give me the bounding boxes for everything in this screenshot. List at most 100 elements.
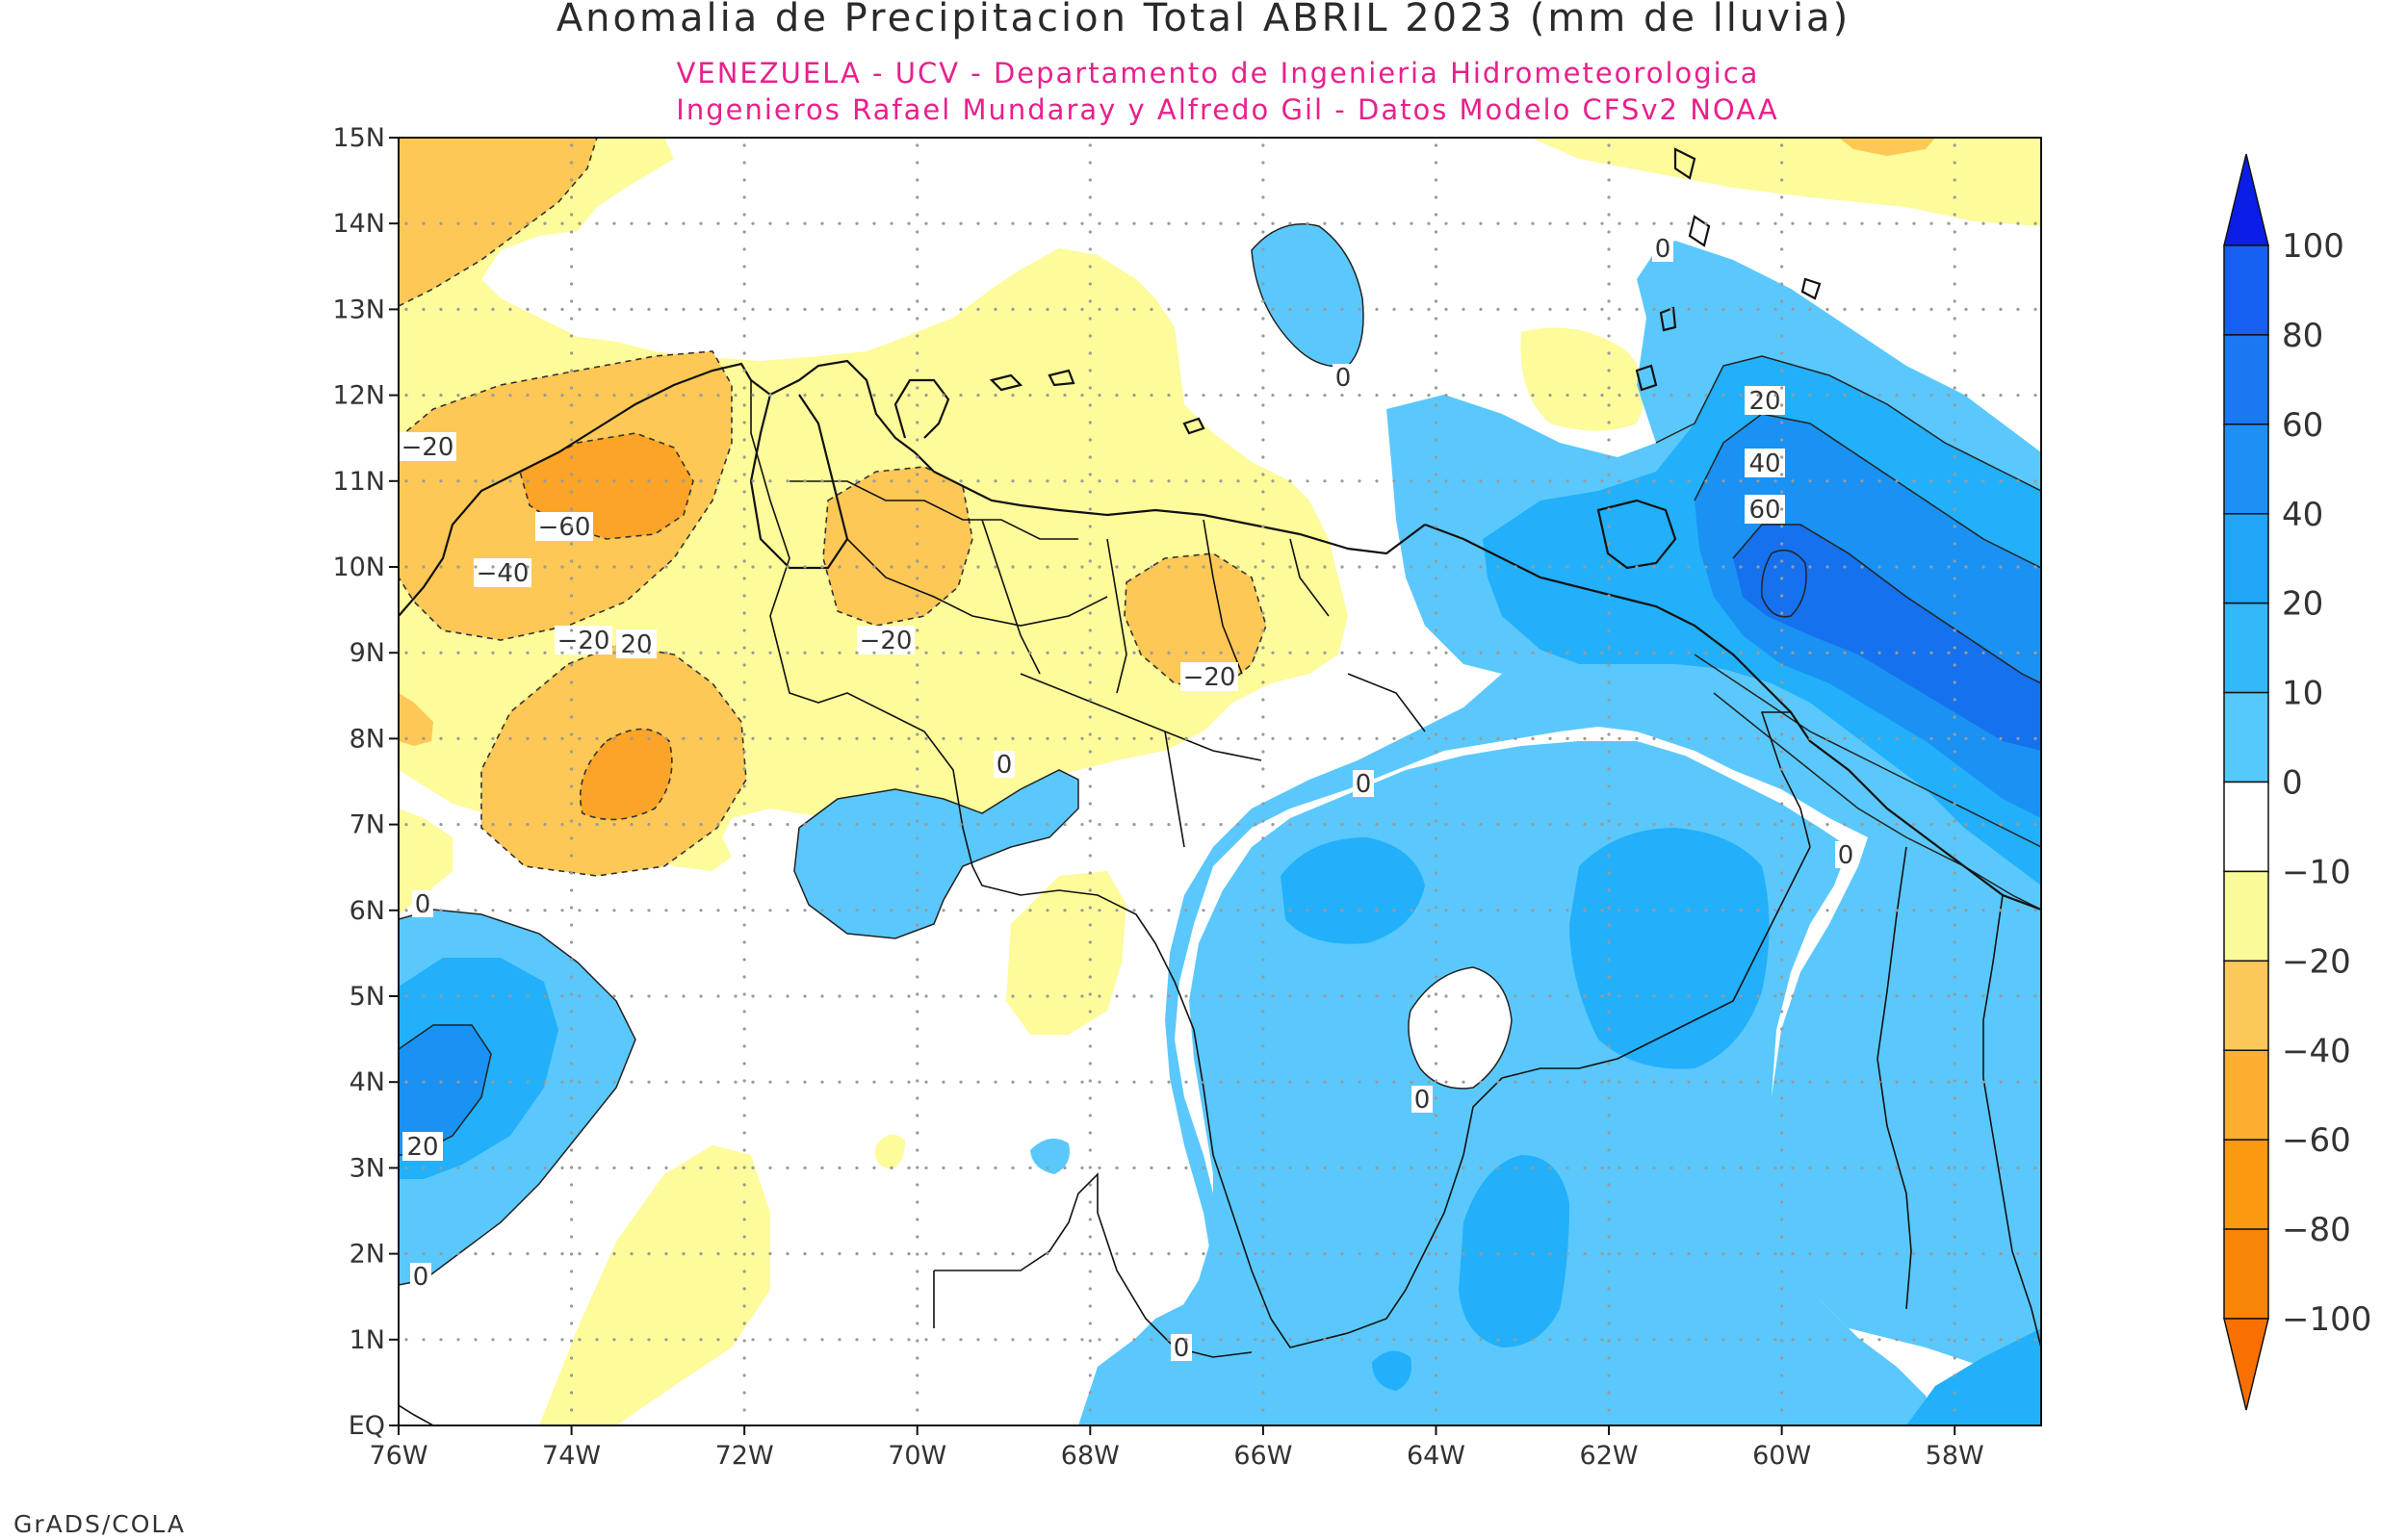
grid-dot <box>1434 299 1438 303</box>
grid-dot <box>1652 823 1656 827</box>
grid-dot <box>1236 307 1240 311</box>
grid-dot <box>1780 750 1784 754</box>
grid-dot <box>1254 651 1257 654</box>
grid-dot <box>1496 1252 1500 1256</box>
colorbar-box <box>2223 602 2269 694</box>
grid-dot <box>1618 909 1621 912</box>
grid-dot <box>1236 479 1240 483</box>
grid-dot <box>1825 565 1829 569</box>
grid-dot <box>1635 651 1639 654</box>
colorbar-label: −20 <box>2282 942 2351 981</box>
grid-dot <box>942 736 945 741</box>
grid-dot <box>1088 334 1092 338</box>
colorbar-label: 100 <box>2282 227 2344 266</box>
grid-dot <box>1843 736 1847 741</box>
lon-label: 58W <box>1926 1441 1984 1471</box>
grid-dot <box>1877 994 1881 998</box>
grid-dot <box>1150 909 1153 912</box>
grid-dot <box>1780 577 1784 580</box>
grid-dot <box>916 473 919 476</box>
coastline-north <box>399 359 1426 617</box>
grid-dot <box>664 1338 668 1342</box>
grid-dot <box>1895 565 1899 569</box>
grid-dot <box>664 221 668 225</box>
grid-dot <box>1271 479 1275 483</box>
grid-dot <box>1953 888 1956 892</box>
grid-dot <box>1780 1252 1784 1256</box>
grid-dot <box>1434 542 1438 546</box>
grid-dot <box>751 307 755 311</box>
grid-dot <box>422 394 426 398</box>
grid-dot <box>1088 525 1092 528</box>
grid-dot <box>569 1114 574 1117</box>
grid-dot <box>1704 1080 1708 1084</box>
grid-dot <box>1756 1252 1760 1256</box>
grid-dot <box>595 221 599 225</box>
grid-dot <box>1261 854 1265 858</box>
grid-dot <box>1011 394 1015 398</box>
grid-dot <box>1028 736 1032 741</box>
grid-dot <box>734 994 738 998</box>
grid-dot <box>1953 1166 1956 1169</box>
grid-dot <box>890 307 893 311</box>
grid-dot <box>924 221 928 225</box>
contour-label: 20 <box>1748 387 1780 416</box>
grid-dot <box>526 823 530 827</box>
grid-dot <box>1607 1166 1611 1169</box>
grid-dot <box>439 651 443 654</box>
grid-dot <box>1132 994 1136 998</box>
grid-dot <box>1895 736 1899 741</box>
grid-dot <box>1780 888 1784 892</box>
grid-dot <box>1496 651 1500 654</box>
grid-dot <box>1877 823 1881 827</box>
grid-dot <box>1046 307 1049 311</box>
grid-dot <box>456 394 460 398</box>
grid-dot <box>742 958 746 962</box>
grid-dot <box>1088 715 1092 719</box>
grid-dot <box>1098 1252 1101 1256</box>
grid-dot <box>1607 490 1611 494</box>
grid-dot <box>916 1166 919 1169</box>
grid-dot <box>1236 565 1240 569</box>
border-colombia-venezuela <box>750 380 1310 1348</box>
grid-dot <box>1953 594 1956 598</box>
grid-dot <box>1132 565 1136 569</box>
grid-dot <box>1088 507 1092 511</box>
grid-dot <box>855 1338 859 1342</box>
grid-dot <box>1434 265 1438 269</box>
grid-dot <box>595 1338 599 1342</box>
grid-dot <box>1607 680 1611 684</box>
grid-dot <box>1953 1339 1956 1343</box>
grid-dot <box>1358 651 1361 654</box>
grid-dot <box>1261 784 1265 788</box>
grid-dot <box>1953 1079 1956 1083</box>
grid-dot <box>1184 565 1188 569</box>
grid-dot <box>404 307 408 311</box>
grid-dot <box>1607 611 1611 615</box>
grid-dot <box>508 1080 512 1084</box>
grid-dot <box>1046 479 1049 483</box>
grid-dot <box>1607 403 1611 407</box>
grid-dot <box>1271 909 1275 912</box>
grid-dot <box>578 307 582 311</box>
grid-dot <box>1167 565 1171 569</box>
grid-dot <box>1080 1166 1084 1169</box>
grid-dot <box>1566 1338 1569 1342</box>
grid-dot <box>1011 1338 1015 1342</box>
grid-dot <box>1098 307 1101 311</box>
colorbar-label: 0 <box>2282 764 2303 803</box>
grid-dot <box>1739 909 1743 912</box>
grid-dot <box>768 1166 772 1169</box>
grid-dot <box>1607 213 1611 217</box>
grid-dot <box>569 317 574 321</box>
grid-dot <box>1825 394 1829 398</box>
contour-label: 20 <box>406 1133 438 1162</box>
grid-dot <box>1167 736 1171 741</box>
grid-dot <box>1219 565 1223 569</box>
lat-label: 10N <box>332 552 385 582</box>
grid-dot <box>1953 871 1956 875</box>
grid-dot <box>1254 565 1257 569</box>
grid-dot <box>1953 1200 1956 1204</box>
grid-dot <box>1410 994 1413 998</box>
